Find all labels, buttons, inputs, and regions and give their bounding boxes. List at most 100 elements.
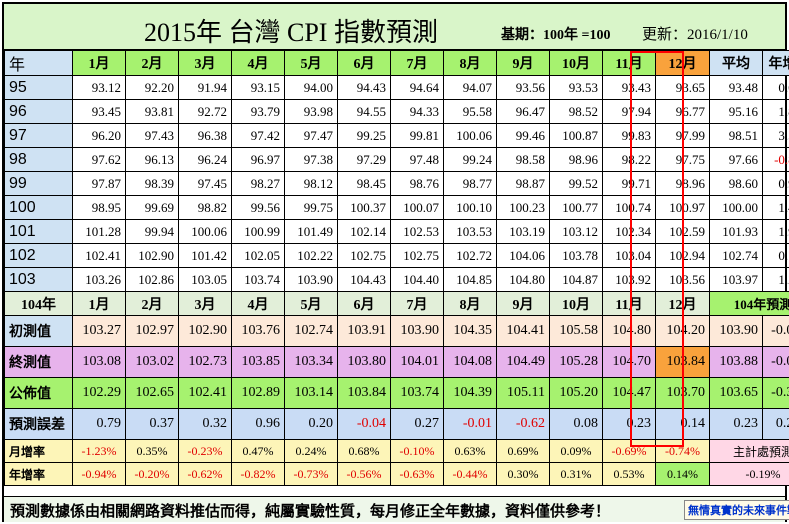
error-value: 0.20	[284, 408, 338, 440]
growth-cell: 0.60%	[762, 75, 789, 100]
yoy-value: 0.14%	[655, 462, 710, 486]
final-value: 105.28	[549, 346, 603, 378]
cpi-cell: 103.78	[549, 243, 603, 268]
month-header: 6月	[337, 50, 391, 76]
cpi-cell: 98.12	[284, 171, 338, 196]
error-value: -0.62	[496, 408, 550, 440]
yoy-value: -0.44%	[443, 462, 497, 486]
cpi-cell: 99.56	[231, 195, 285, 220]
month-header: 9月	[496, 291, 550, 316]
cpi-cell: 93.12	[72, 75, 126, 100]
cpi-cell: 94.00	[284, 75, 338, 100]
final-value: 103.02	[125, 346, 179, 378]
first-value: 104.20	[655, 315, 710, 347]
cpi-cell: 99.75	[284, 195, 338, 220]
final-value: 103.08	[72, 346, 126, 378]
yoy-value: 0.31%	[549, 462, 603, 486]
cpi-cell: 96.13	[125, 147, 179, 172]
y104-label: 104年	[4, 291, 73, 316]
published-value: 104.39	[443, 377, 497, 409]
cpi-cell: 104.43	[337, 267, 391, 292]
average-cell: 95.16	[709, 99, 763, 124]
cpi-cell: 94.55	[337, 99, 391, 124]
published-value: 103.74	[390, 377, 444, 409]
cpi-cell: 93.15	[231, 75, 285, 100]
year-row: 97 96.20 97.43 96.38 97.42 97.47 99.25 99.81 100…	[4, 123, 789, 148]
yoy-value: -0.62%	[178, 462, 232, 486]
base-period-label: 基期：100年 =100	[501, 28, 611, 43]
cpi-cell: 102.72	[443, 243, 497, 268]
month-header: 10月	[549, 50, 603, 76]
first-value: 103.90	[390, 315, 444, 347]
error-value: 0.27	[390, 408, 444, 440]
cpi-cell: 100.87	[549, 123, 603, 148]
final-average: 103.88	[709, 346, 763, 378]
month-header: 7月	[390, 291, 444, 316]
error-value: 0.08	[549, 408, 603, 440]
month-header: 8月	[443, 291, 497, 316]
first-value: 102.90	[178, 315, 232, 347]
cpi-cell: 100.74	[602, 195, 656, 220]
error-value: 0.96	[231, 408, 285, 440]
yoy-label: 年增率	[4, 462, 73, 486]
cpi-cell: 92.72	[178, 99, 232, 124]
cpi-cell: 96.38	[178, 123, 232, 148]
cpi-cell: 101.28	[72, 219, 126, 244]
month-header: 8月	[443, 50, 497, 76]
cpi-cell: 98.95	[72, 195, 126, 220]
mom-value: 0.69%	[496, 439, 550, 463]
published-value: 102.41	[178, 377, 232, 409]
cpi-cell: 99.52	[549, 171, 603, 196]
published-growth: -0.31%	[762, 377, 789, 409]
cpi-cell: 103.92	[602, 267, 656, 292]
cpi-cell: 98.22	[602, 147, 656, 172]
error-value: 0.32	[178, 408, 232, 440]
mom-value: -0.74%	[655, 439, 710, 463]
cpi-cell: 103.05	[178, 267, 232, 292]
year-row: 101 101.28 99.94 100.06 100.99 101.49 102.14 10…	[4, 219, 789, 244]
cpi-cell: 100.37	[337, 195, 391, 220]
final-value: 103.84	[655, 346, 710, 378]
cpi-cell: 93.81	[125, 99, 179, 124]
cpi-cell: 104.40	[390, 267, 444, 292]
growth-cell: -0.86%	[762, 147, 789, 172]
year-label: 95	[4, 75, 73, 100]
published-value: 102.89	[231, 377, 285, 409]
year-label: 102	[4, 243, 73, 268]
first-value: 105.58	[549, 315, 603, 347]
cpi-cell: 101.42	[178, 243, 232, 268]
cpi-cell: 94.64	[390, 75, 444, 100]
final-value: 104.70	[602, 346, 656, 378]
cpi-cell: 104.06	[496, 243, 550, 268]
cpi-cell: 100.77	[549, 195, 603, 220]
average-cell: 93.48	[709, 75, 763, 100]
cpi-cell: 103.12	[549, 219, 603, 244]
published-value: 105.20	[549, 377, 603, 409]
yoy-value: -0.63%	[390, 462, 444, 486]
first-value: 103.76	[231, 315, 285, 347]
year-row: 95 93.12 92.20 91.94 93.15 94.00 94.43 94.64 94.…	[4, 75, 789, 100]
cpi-cell: 98.39	[125, 171, 179, 196]
error-label: 預測誤差	[4, 408, 73, 440]
growth-cell: 3.52%	[762, 123, 789, 148]
cpi-cell: 100.99	[231, 219, 285, 244]
month-header: 6月	[337, 291, 391, 316]
first-growth: -0.07%	[762, 315, 789, 347]
cpi-cell: 99.46	[496, 123, 550, 148]
average-cell: 98.60	[709, 171, 763, 196]
average-cell: 101.93	[709, 219, 763, 244]
year-label: 103	[4, 267, 73, 292]
cpi-cell: 103.56	[655, 267, 710, 292]
year-label: 99	[4, 171, 73, 196]
year-row: 102 102.41 102.90 101.42 102.05 102.22 102.75 1…	[4, 243, 789, 268]
cpi-cell: 100.97	[655, 195, 710, 220]
month-header: 1月	[72, 50, 126, 76]
error-growth: 0.22%	[762, 408, 789, 440]
final-value: 104.08	[443, 346, 497, 378]
cpi-cell: 97.94	[602, 99, 656, 124]
mom-value: 0.63%	[443, 439, 497, 463]
growth-cell: 1.93%	[762, 219, 789, 244]
cpi-cell: 102.59	[655, 219, 710, 244]
year-row: 103 103.26 102.86 103.05 103.74 103.90 104.43 1…	[4, 267, 789, 292]
error-value: 0.14	[655, 408, 710, 440]
